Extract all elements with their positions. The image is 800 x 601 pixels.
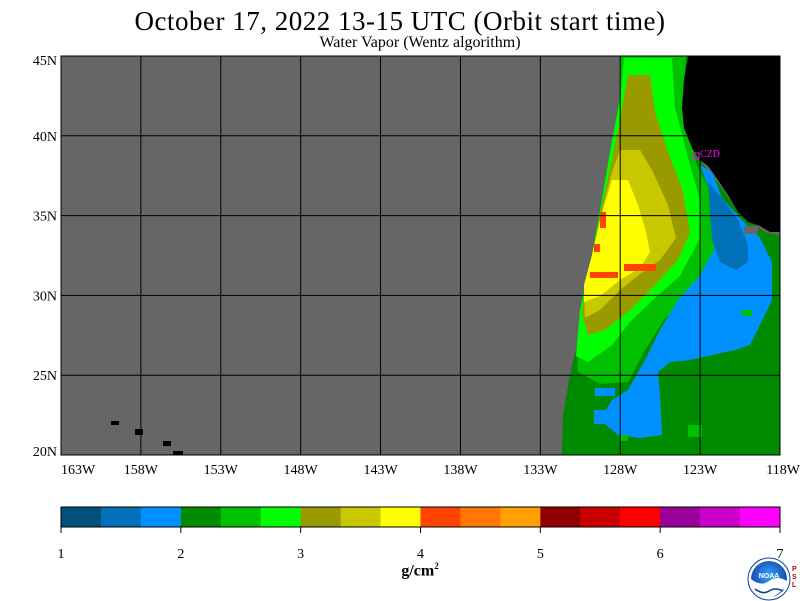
longitude-label: 163W	[61, 463, 96, 478]
colorbar-tick-label: 3	[297, 547, 304, 562]
latitude-label: 20N	[33, 445, 57, 460]
latitude-label: 45N	[33, 54, 57, 69]
swath-green-speckle	[620, 435, 628, 441]
longitude-label: 128W	[603, 463, 638, 478]
longitude-label: 158W	[124, 463, 159, 478]
longitude-label: 133W	[523, 463, 558, 478]
colorbar-segment	[660, 507, 701, 527]
noaa-logo-text: NOAA	[759, 573, 780, 580]
hawaiian-islands	[111, 421, 183, 455]
coastal-no-data	[744, 226, 758, 234]
colorbar-segment	[740, 507, 781, 527]
colorbar-segment	[100, 507, 142, 527]
noaa-logo: NOAA	[747, 557, 791, 601]
latitude-label: 25N	[33, 369, 57, 384]
colorbar-segment	[260, 507, 302, 527]
swath-orange-streak	[624, 264, 656, 271]
swath-green-speckle	[742, 310, 752, 316]
colorbar-tick-label: 5	[537, 547, 544, 562]
colorbar-segment	[180, 507, 222, 527]
graticule	[61, 56, 780, 455]
swath-green-speckle	[688, 425, 702, 437]
colorbar-tick-label: 7	[777, 547, 784, 562]
colorbar-ticks: 1 2 3 4 5 6 7	[58, 527, 784, 562]
latitude-labels: 45N 40N 35N 30N 25N 20N	[33, 54, 57, 460]
colorbar-segment	[580, 507, 621, 527]
north-america-land	[682, 56, 780, 232]
colorbar-tick-label: 2	[177, 547, 184, 562]
map-subtitle: Water Vapor (Wentz algorithm)	[319, 34, 521, 51]
latitude-label: 35N	[33, 210, 57, 225]
colorbar-segment	[140, 507, 182, 527]
swath-blue-patch	[595, 388, 615, 396]
swath-orange-streak	[590, 272, 618, 278]
colorbar-segment	[61, 507, 102, 527]
map-title: October 17, 2022 13-15 UTC (Orbit start …	[134, 6, 666, 36]
colorbar-segment	[700, 507, 741, 527]
longitude-label: 148W	[284, 463, 319, 478]
swath-blue-patch	[594, 410, 624, 424]
colorbar-tick-label: 6	[657, 547, 664, 562]
swath-band-yellow	[584, 180, 650, 302]
longitude-label: 118W	[766, 463, 800, 478]
colorbar-tick-label: 4	[417, 547, 424, 562]
colorbar-unit-label: g/cm2	[401, 561, 439, 580]
station-label: CZD	[700, 149, 720, 160]
colorbar-segment	[300, 507, 342, 527]
map-frame	[60, 55, 781, 456]
colorbar-segment	[500, 507, 541, 527]
longitude-label: 153W	[204, 463, 239, 478]
colorbar-segment	[460, 507, 501, 527]
station-marker: CZD	[692, 149, 720, 160]
colorbar	[61, 507, 781, 527]
colorbar-segment	[340, 507, 382, 527]
longitude-labels: 163W 158W 153W 148W 143W 138W 133W 128W 123W 118W	[61, 463, 800, 478]
latitude-label: 30N	[33, 289, 57, 304]
swath-orange-streak	[600, 212, 606, 228]
longitude-label: 123W	[683, 463, 718, 478]
colorbar-tick-label: 1	[58, 547, 65, 562]
water-vapor-swath	[562, 56, 780, 455]
swath-band-navy	[708, 182, 748, 270]
longitude-label: 138W	[443, 463, 478, 478]
swath-orange-streak	[594, 244, 600, 252]
colorbar-segment	[540, 507, 581, 527]
map-panel	[61, 56, 780, 455]
colorbar-segment	[620, 507, 661, 527]
latitude-label: 40N	[33, 130, 57, 145]
colorbar-segment	[380, 507, 421, 527]
longitude-label: 143W	[363, 463, 398, 478]
colorbar-segment	[420, 507, 461, 527]
colorbar-segment	[220, 507, 262, 527]
